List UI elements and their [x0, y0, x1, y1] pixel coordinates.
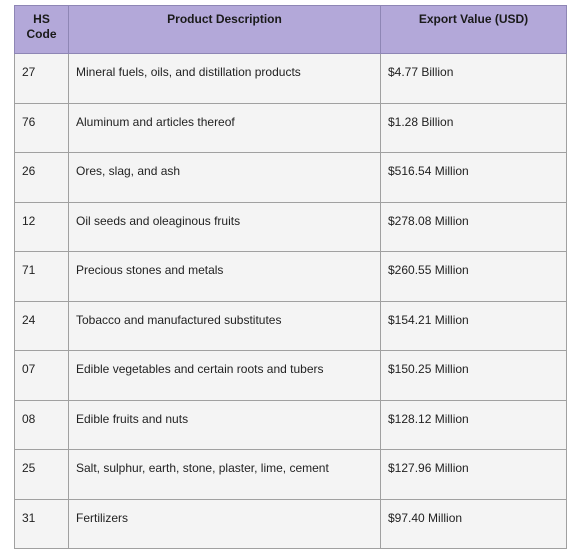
export-value: $278.08 Million	[380, 201, 567, 252]
hs-code: 27	[14, 53, 69, 104]
table-row: 26 Ores, slag, and ash $516.54 Million	[14, 152, 567, 203]
product-description: Edible fruits and nuts	[68, 399, 381, 450]
header-row: HS Code Product Description Export Value (…	[14, 5, 567, 54]
header-cell: Product Description	[68, 5, 381, 54]
table-row: 25 Salt, sulphur, earth, stone, plaster, …	[14, 449, 567, 500]
table-row: 07 Edible vegetables and certain roots an…	[14, 350, 567, 401]
header-cell: HS Code	[14, 5, 69, 54]
product-description: Edible vegetables and certain roots and …	[68, 350, 381, 401]
table-body: 27 Mineral fuels, oils, and distillation …	[14, 53, 567, 549]
export-value: $516.54 Million	[380, 152, 567, 203]
export-value: $260.55 Million	[380, 251, 567, 302]
product-description: Tobacco and manufactured substitutes	[68, 300, 381, 351]
hs-code: 31	[14, 498, 69, 549]
product-description: Salt, sulphur, earth, stone, plaster, li…	[68, 449, 381, 500]
product-description: Fertilizers	[68, 498, 381, 549]
export-value: $128.12 Million	[380, 399, 567, 450]
table-row: 71 Precious stones and metals $260.55 Mill…	[14, 251, 567, 302]
table-row: 08 Edible fruits and nuts $128.12 Million	[14, 399, 567, 450]
export-value: $4.77 Billion	[380, 53, 567, 104]
header-cell: Export Value (USD)	[380, 5, 567, 54]
hs-code: 08	[14, 399, 69, 450]
product-description: Ores, slag, and ash	[68, 152, 381, 203]
table-row: 12 Oil seeds and oleaginous fruits $278.08…	[14, 201, 567, 252]
hs-code: 26	[14, 152, 69, 203]
export-value: $1.28 Billion	[380, 102, 567, 153]
export-value: $97.40 Million	[380, 498, 567, 549]
product-description: Aluminum and articles thereof	[68, 102, 381, 153]
hs-code: 12	[14, 201, 69, 252]
product-description: Precious stones and metals	[68, 251, 381, 302]
hs-code: 24	[14, 300, 69, 351]
export-value: $127.96 Million	[380, 449, 567, 500]
hs-code: 25	[14, 449, 69, 500]
export-value: $154.21 Million	[380, 300, 567, 351]
hs-code: 07	[14, 350, 69, 401]
product-description: Mineral fuels, oils, and distillation pr…	[68, 53, 381, 104]
product-description: Oil seeds and oleaginous fruits	[68, 201, 381, 252]
table-row: 76 Aluminum and articles thereof $1.28 Bil…	[14, 102, 567, 153]
table-row: 31 Fertilizers $97.40 Million	[14, 498, 567, 549]
export-value: $150.25 Million	[380, 350, 567, 401]
hs-code: 71	[14, 251, 69, 302]
export-table: HS Code Product Description Export Value (…	[14, 5, 567, 549]
table-container: HS Code Product Description Export Value (…	[14, 5, 567, 549]
table-row: 27 Mineral fuels, oils, and distillation …	[14, 53, 567, 104]
hs-code: 76	[14, 102, 69, 153]
table-row: 24 Tobacco and manufactured substitutes $1…	[14, 300, 567, 351]
